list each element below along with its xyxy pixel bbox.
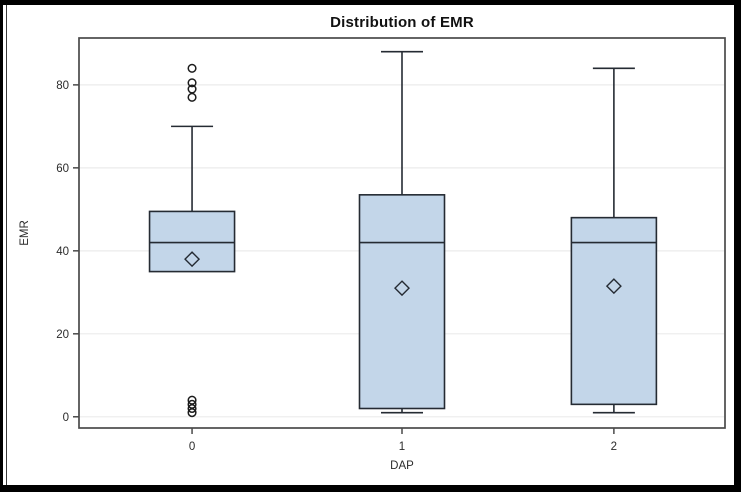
outlier-point bbox=[187, 78, 197, 88]
x-tick-label: 0 bbox=[189, 441, 195, 453]
box-dap-1 bbox=[358, 194, 446, 410]
x-tick-label: 2 bbox=[611, 441, 617, 453]
y-tick-label: 0 bbox=[63, 412, 69, 424]
y-tick-label: 20 bbox=[56, 329, 69, 341]
outlier-point bbox=[187, 408, 197, 418]
x-axis-label: DAP bbox=[390, 460, 414, 472]
box-dap-0 bbox=[148, 210, 236, 273]
boxplot-canvas: 0 20 40 60 80 0 1 2 bbox=[56, 37, 726, 453]
mean-diamond bbox=[605, 278, 622, 295]
outlier-point bbox=[187, 63, 197, 73]
frame-inner-line bbox=[6, 5, 7, 485]
box-dap-2 bbox=[570, 216, 658, 406]
outlier-point bbox=[187, 92, 197, 102]
mean-diamond bbox=[184, 251, 201, 268]
outlier-point bbox=[187, 403, 197, 414]
x-tick-label: 1 bbox=[399, 441, 405, 453]
mean-diamond bbox=[394, 280, 410, 297]
y-tick-label: 80 bbox=[56, 80, 69, 92]
y-tick-label: 40 bbox=[56, 246, 69, 258]
y-tick-label: 60 bbox=[56, 163, 69, 175]
chart-title: Distribution of EMR bbox=[330, 14, 474, 31]
plot-frame bbox=[78, 37, 726, 429]
